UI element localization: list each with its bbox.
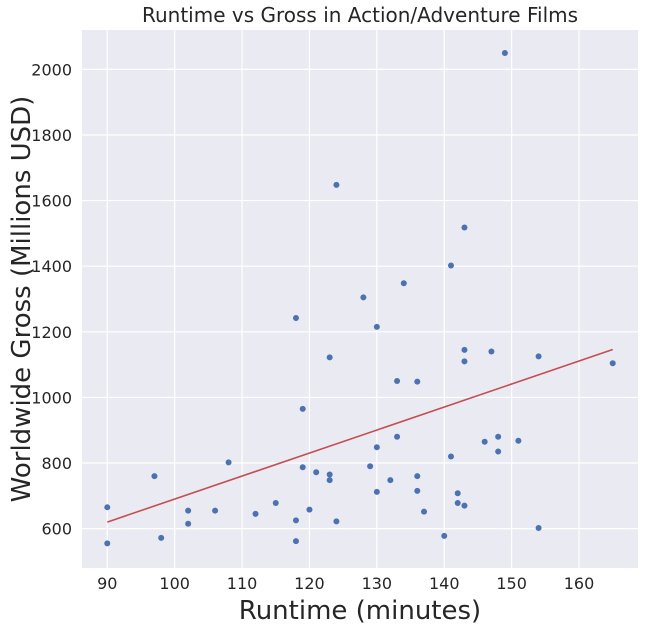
data-point: [501, 49, 508, 56]
data-point: [373, 444, 380, 451]
y-axis-label: Worldwide Gross (Millions USD): [7, 96, 37, 503]
data-point: [212, 507, 219, 514]
trendline: [107, 348, 613, 523]
data-point: [333, 518, 340, 525]
y-tick-label: 2000: [31, 60, 72, 79]
data-point: [515, 437, 522, 444]
x-tick-label: 120: [294, 574, 325, 593]
grid-lines: [82, 30, 638, 568]
data-point: [292, 517, 299, 524]
x-tick-labels: 90 100 110 120 130 140 150 160: [97, 574, 594, 593]
data-point: [292, 315, 299, 322]
data-point: [185, 520, 192, 527]
x-axis-label: Runtime (minutes): [239, 596, 481, 626]
data-point: [333, 181, 340, 188]
data-point: [447, 262, 454, 269]
data-point: [421, 508, 428, 515]
data-point: [326, 477, 333, 484]
y-tick-label: 1800: [31, 126, 72, 145]
data-point: [185, 507, 192, 514]
data-point: [414, 473, 421, 480]
data-point: [313, 469, 320, 476]
data-point: [414, 378, 421, 385]
data-point: [495, 433, 502, 440]
data-point: [454, 500, 461, 507]
plot-area: [82, 30, 638, 568]
data-point: [292, 538, 299, 545]
y-tick-label: 1200: [31, 323, 72, 342]
x-tick-label: 150: [496, 574, 527, 593]
data-point: [158, 534, 165, 541]
data-point: [373, 488, 380, 495]
x-tick-label: 100: [159, 574, 190, 593]
data-point: [488, 348, 495, 355]
x-tick-label: 130: [362, 574, 393, 593]
data-point: [394, 433, 401, 440]
data-point: [400, 280, 407, 287]
y-tick-label: 1400: [31, 257, 72, 276]
data-point: [495, 448, 502, 455]
data-point: [414, 487, 421, 494]
data-point: [454, 490, 461, 497]
data-point: [151, 473, 158, 480]
data-point: [441, 532, 448, 539]
data-point: [535, 524, 542, 531]
data-point: [225, 459, 232, 466]
data-point: [306, 506, 313, 513]
data-points: [104, 49, 616, 547]
data-point: [461, 346, 468, 353]
data-point: [272, 500, 279, 507]
data-point: [481, 438, 488, 445]
data-point: [252, 510, 259, 517]
chart-title: Runtime vs Gross in Action/Adventure Fil…: [142, 3, 578, 27]
data-point: [373, 323, 380, 330]
data-point: [299, 464, 306, 471]
data-point: [104, 540, 111, 547]
x-tick-label: 110: [227, 574, 258, 593]
x-tick-label: 140: [429, 574, 460, 593]
data-point: [299, 405, 306, 412]
data-point: [326, 471, 333, 478]
data-point: [367, 463, 374, 470]
data-point: [447, 453, 454, 460]
data-point: [104, 504, 111, 511]
data-point: [609, 360, 616, 367]
data-point: [387, 477, 394, 484]
data-point: [461, 358, 468, 365]
y-tick-label: 800: [41, 454, 72, 473]
y-tick-label: 600: [41, 520, 72, 539]
x-tick-label: 90: [97, 574, 117, 593]
data-point: [461, 502, 468, 509]
data-point: [326, 354, 333, 361]
data-point: [360, 294, 367, 301]
y-tick-labels: 600 800 1000 1200 1400 1600 1800 2000: [31, 60, 72, 538]
y-tick-label: 1000: [31, 388, 72, 407]
x-tick-label: 160: [564, 574, 595, 593]
data-point: [535, 353, 542, 360]
trendline-layer: [107, 348, 613, 523]
data-point: [461, 224, 468, 231]
data-point: [394, 378, 401, 385]
y-tick-label: 1600: [31, 192, 72, 211]
